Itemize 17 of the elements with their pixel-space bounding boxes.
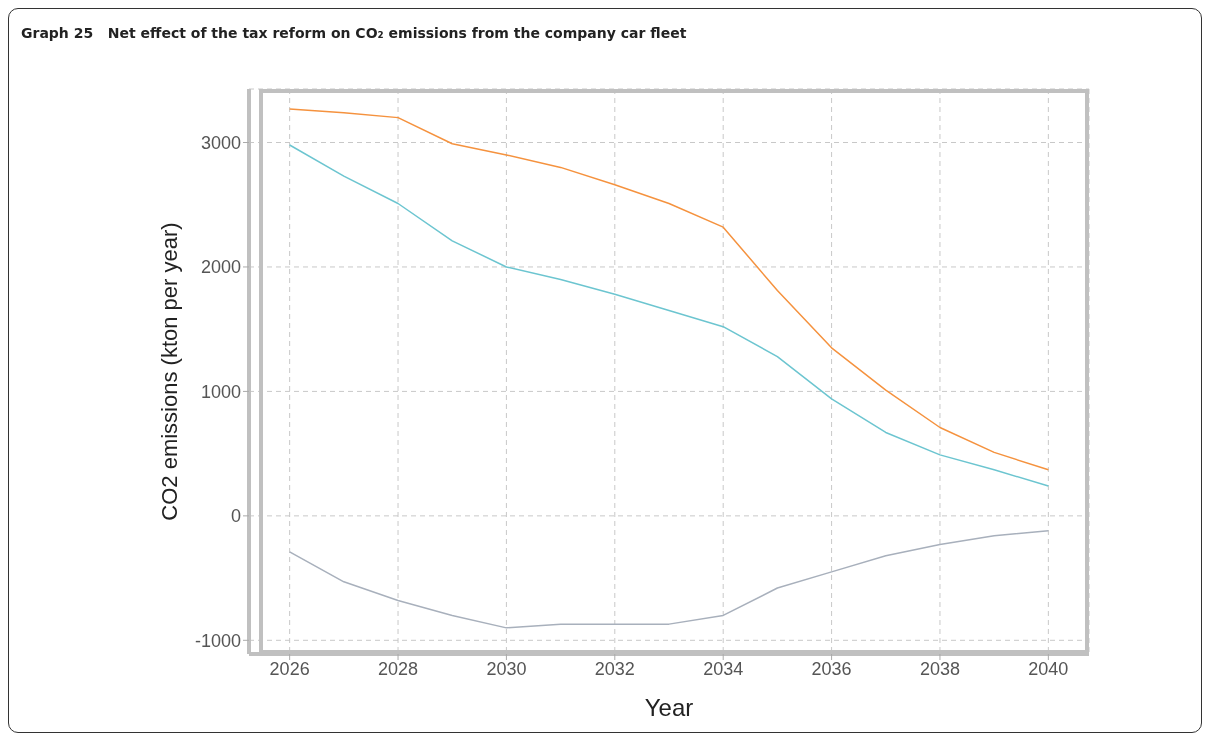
y-tick-label: 2000 — [200, 257, 241, 278]
line-series — [288, 530, 1050, 629]
x-tick-label: 2036 — [811, 658, 852, 679]
x-tick-label: 2028 — [378, 658, 419, 679]
x-tick-label: 2040 — [1028, 658, 1069, 679]
x-tick-label: 2038 — [919, 658, 960, 679]
y-tick-label: 3000 — [200, 132, 241, 153]
x-tick-label: 2034 — [703, 658, 744, 679]
x-tick-label: 2026 — [269, 658, 310, 679]
y-tick-label: -1000 — [194, 630, 241, 651]
chart-title: Graph 25 Net effect of the tax reform on CO₂ emissions from the company car fleet — [21, 25, 687, 41]
x-axis-title: Year — [644, 694, 694, 721]
y-tick-label: 0 — [230, 506, 241, 527]
y-axis-title: CO2 emissions (kton per year) — [156, 222, 182, 521]
x-tick-label: 2030 — [486, 658, 527, 679]
x-tick-label: 2032 — [594, 658, 635, 679]
y-tick-label: 1000 — [200, 381, 241, 402]
